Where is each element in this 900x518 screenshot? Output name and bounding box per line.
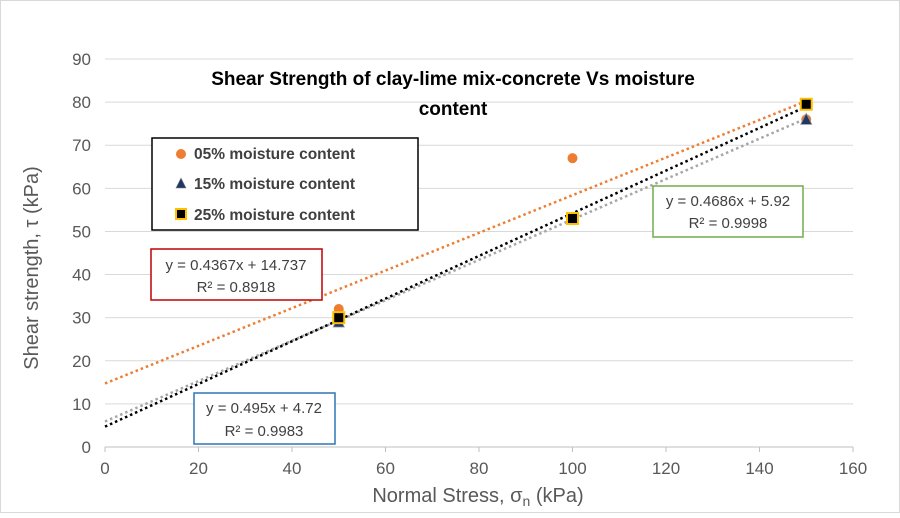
y-tick-label-0: 0 — [82, 438, 91, 457]
x-tick-label-120: 120 — [652, 459, 680, 478]
x-axis-title-main: Normal Stress, σ — [372, 485, 523, 507]
y-tick-label-50: 50 — [72, 222, 91, 241]
x-tick-label-100: 100 — [558, 459, 586, 478]
x-tick-label-40: 40 — [283, 459, 302, 478]
r2-05: R² = 0.8918 — [197, 279, 276, 296]
equation-05: y = 0.4367x + 14.737 — [166, 257, 307, 274]
legend-box — [151, 137, 419, 231]
point-05-x100 — [567, 153, 578, 164]
point-15-x150 — [800, 112, 813, 125]
trendline-layer — [104, 99, 807, 428]
legend-label-05: 05% moisture content — [194, 146, 355, 163]
y-tick-label-80: 80 — [72, 93, 91, 112]
y-tick-label-90: 90 — [72, 50, 91, 69]
x-tick-label-60: 60 — [376, 459, 395, 478]
trendline-15 — [104, 117, 807, 423]
x-axis-title: Normal Stress, σn (kPa) — [372, 485, 583, 509]
equation-box-15: y = 0.4686x + 5.92 R² = 0.9998 — [652, 185, 804, 238]
y-tick-label-30: 30 — [72, 309, 91, 328]
equation-box-15-frame — [652, 185, 804, 238]
r2-15: R² = 0.9998 — [689, 215, 768, 232]
legend: 05% moisture content 15% moisture conten… — [151, 137, 419, 231]
y-tick-label-60: 60 — [72, 179, 91, 198]
x-tick-label-160: 160 — [839, 459, 867, 478]
point-25-x150 — [799, 97, 813, 111]
x-tick-label-140: 140 — [745, 459, 773, 478]
y-tick-label-70: 70 — [72, 136, 91, 155]
trendline-25 — [104, 105, 807, 428]
x-tick-label-20: 20 — [189, 459, 208, 478]
point-25-x50 — [332, 311, 346, 325]
legend-marker-square — [175, 208, 187, 220]
legend-label-25: 25% moisture content — [194, 207, 355, 224]
y-tick-label-20: 20 — [72, 352, 91, 371]
x-tick-label-0: 0 — [100, 459, 109, 478]
y-axis-title: Shear strength, τ (kPa) — [21, 166, 43, 370]
x-axis-title-subscript: n — [523, 493, 531, 509]
equation-box-05-frame — [150, 248, 323, 301]
equation-box-05: y = 0.4367x + 14.737 R² = 0.8918 — [150, 248, 323, 301]
equation-box-25-frame — [193, 392, 336, 445]
equation-box-25: y = 0.495x + 4.72 R² = 0.9983 — [193, 392, 336, 445]
y-tick-label-10: 10 — [72, 395, 91, 414]
x-tick-label-80: 80 — [470, 459, 489, 478]
r2-25: R² = 0.9983 — [225, 423, 304, 440]
x-axis-title-unit: (kPa) — [530, 485, 583, 507]
chart-title-line-2: content — [419, 99, 488, 120]
legend-marker-circle — [176, 149, 186, 159]
data-point-layer — [332, 97, 813, 328]
axis-layer: 0 10 20 30 40 50 60 70 80 90 0 20 40 60 80 100 120 140 160 — [72, 50, 867, 478]
y-tick-label-40: 40 — [72, 266, 91, 285]
chart-title-line-1: Shear Strength of clay-lime mix-concrete… — [211, 69, 695, 90]
legend-marker-triangle — [175, 177, 187, 189]
equation-25: y = 0.495x + 4.72 — [206, 400, 322, 417]
equation-15: y = 0.4686x + 5.92 — [666, 193, 790, 210]
legend-label-15: 15% moisture content — [194, 176, 355, 193]
point-25-x100 — [566, 212, 579, 226]
